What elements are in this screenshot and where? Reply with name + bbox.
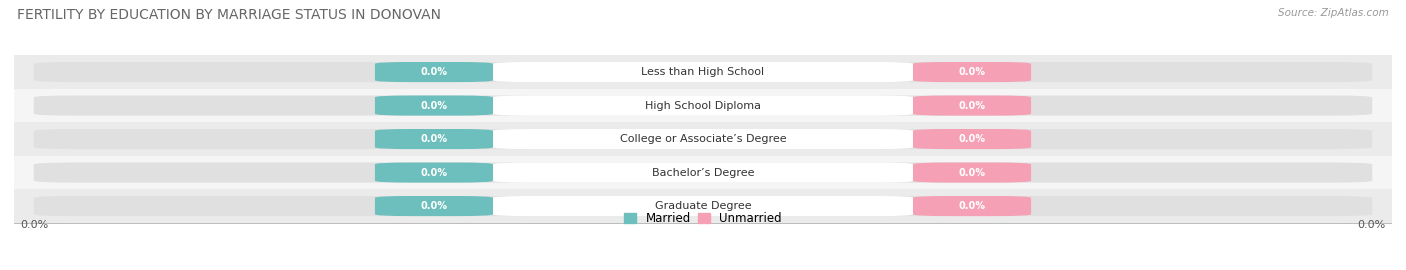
Text: 0.0%: 0.0% — [1357, 221, 1385, 231]
Text: 0.0%: 0.0% — [420, 201, 447, 211]
Text: 0.0%: 0.0% — [21, 221, 49, 231]
Text: 0.0%: 0.0% — [420, 100, 447, 110]
Bar — [14, 189, 1392, 223]
Bar — [14, 55, 1392, 89]
FancyBboxPatch shape — [34, 163, 1372, 183]
FancyBboxPatch shape — [494, 196, 912, 216]
FancyBboxPatch shape — [494, 163, 912, 183]
FancyBboxPatch shape — [912, 129, 1031, 149]
FancyBboxPatch shape — [912, 62, 1031, 82]
FancyBboxPatch shape — [494, 129, 912, 149]
FancyBboxPatch shape — [494, 62, 912, 82]
Bar — [14, 89, 1392, 122]
Bar — [14, 156, 1392, 189]
Text: 0.0%: 0.0% — [420, 134, 447, 144]
Text: Source: ZipAtlas.com: Source: ZipAtlas.com — [1278, 8, 1389, 18]
FancyBboxPatch shape — [34, 62, 1372, 82]
FancyBboxPatch shape — [375, 129, 494, 149]
FancyBboxPatch shape — [375, 196, 494, 216]
Text: Bachelor’s Degree: Bachelor’s Degree — [652, 168, 754, 178]
FancyBboxPatch shape — [375, 163, 494, 183]
Text: 0.0%: 0.0% — [959, 67, 986, 77]
FancyBboxPatch shape — [34, 196, 1372, 216]
FancyBboxPatch shape — [912, 163, 1031, 183]
Text: 0.0%: 0.0% — [959, 100, 986, 110]
Text: College or Associate’s Degree: College or Associate’s Degree — [620, 134, 786, 144]
FancyBboxPatch shape — [34, 129, 1372, 149]
Text: FERTILITY BY EDUCATION BY MARRIAGE STATUS IN DONOVAN: FERTILITY BY EDUCATION BY MARRIAGE STATU… — [17, 8, 441, 22]
Text: Graduate Degree: Graduate Degree — [655, 201, 751, 211]
FancyBboxPatch shape — [34, 96, 1372, 116]
FancyBboxPatch shape — [375, 96, 494, 116]
FancyBboxPatch shape — [912, 96, 1031, 116]
FancyBboxPatch shape — [494, 96, 912, 116]
Text: 0.0%: 0.0% — [959, 168, 986, 178]
Bar — [14, 122, 1392, 156]
Text: 0.0%: 0.0% — [959, 134, 986, 144]
Legend: Married, Unmarried: Married, Unmarried — [624, 212, 782, 225]
FancyBboxPatch shape — [912, 196, 1031, 216]
FancyBboxPatch shape — [375, 62, 494, 82]
Text: Less than High School: Less than High School — [641, 67, 765, 77]
Text: 0.0%: 0.0% — [420, 67, 447, 77]
Text: High School Diploma: High School Diploma — [645, 100, 761, 110]
Text: 0.0%: 0.0% — [420, 168, 447, 178]
Text: 0.0%: 0.0% — [959, 201, 986, 211]
